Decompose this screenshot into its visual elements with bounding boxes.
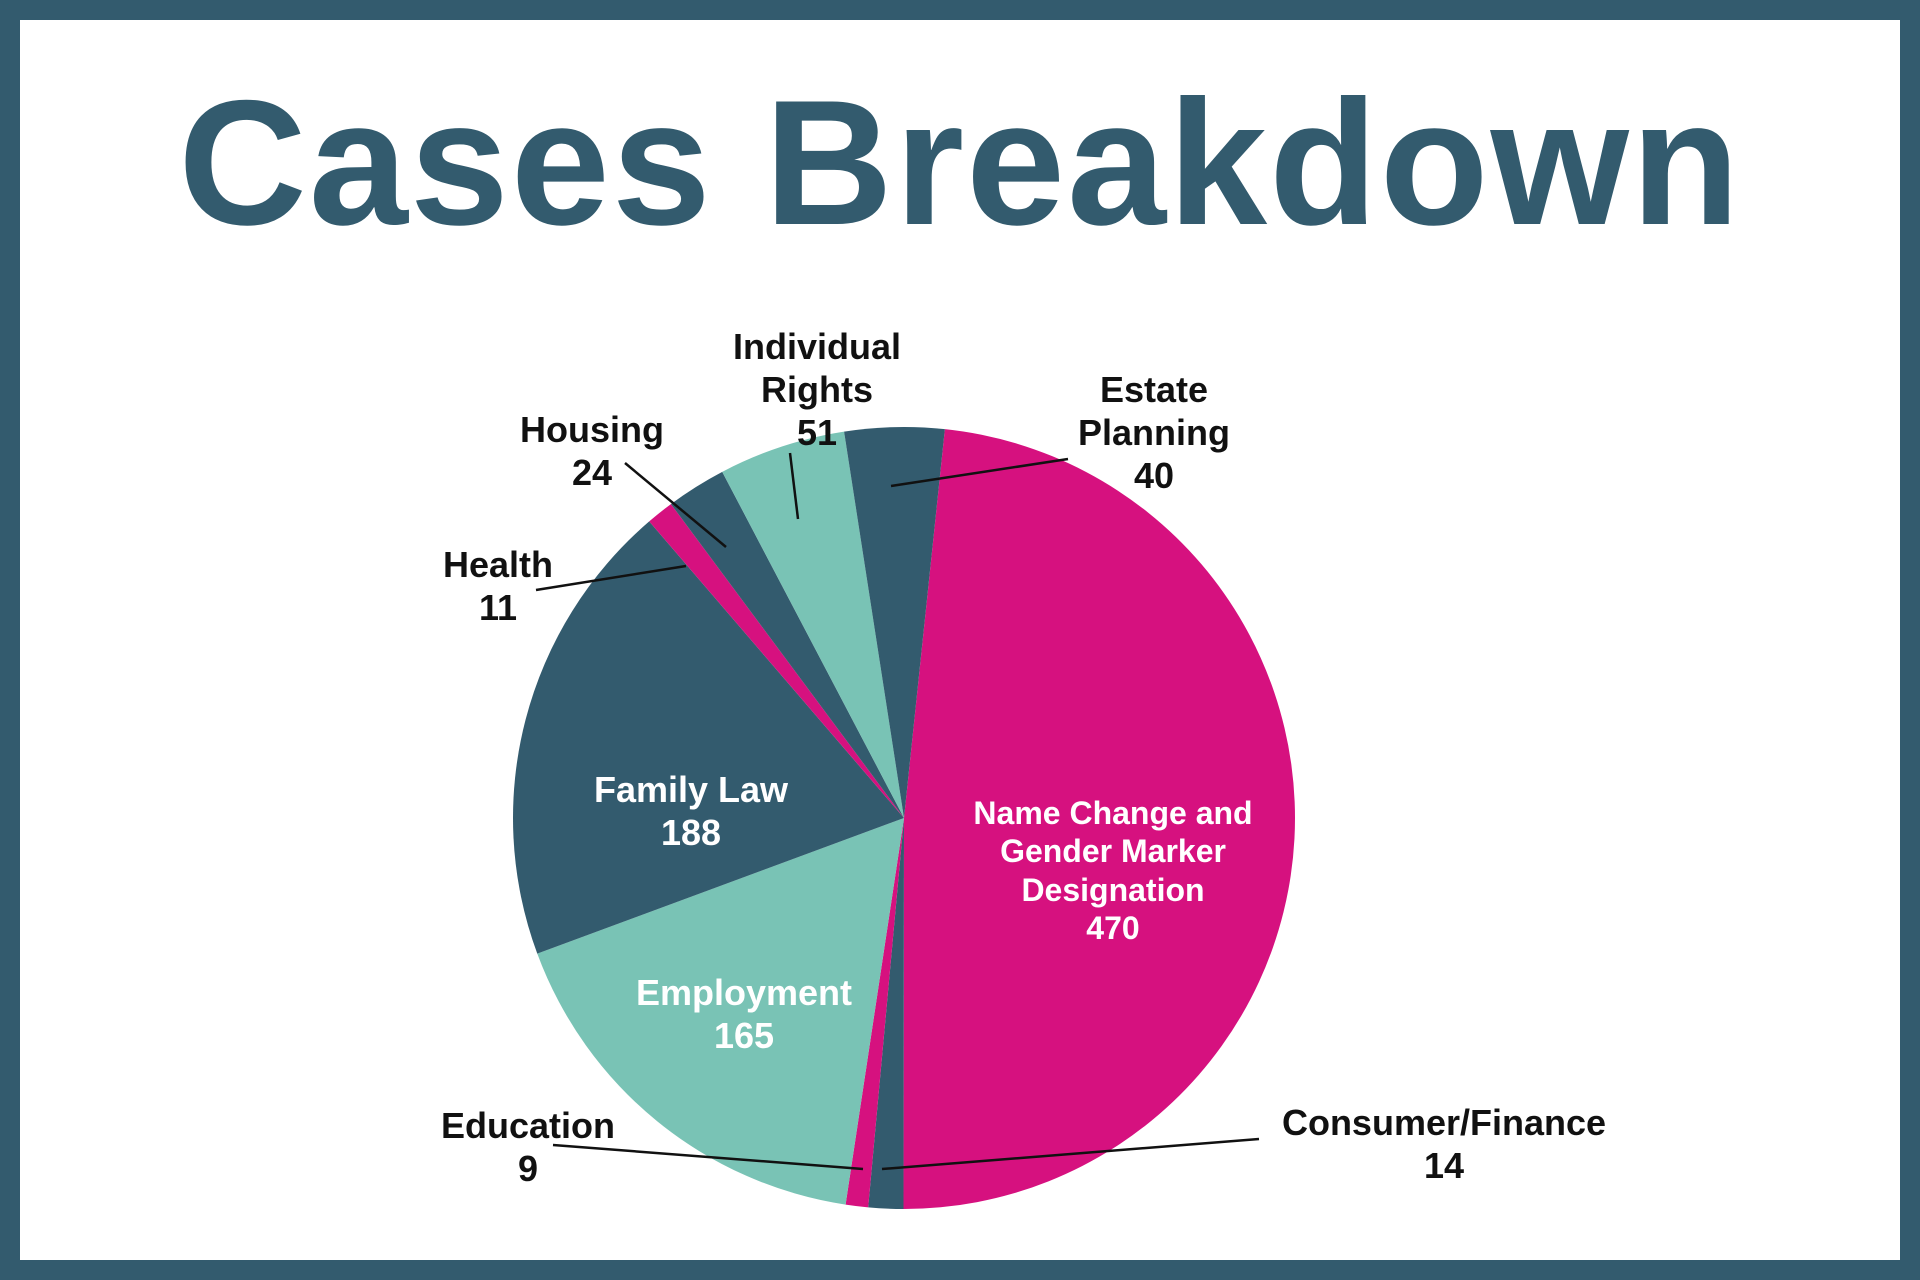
chart-title: Cases Breakdown — [178, 63, 1742, 262]
pie-slice — [903, 429, 1295, 1209]
slice-value: 188 — [660, 812, 722, 853]
slice-label: Family Law 188 — [541, 768, 841, 854]
slice-value: 470 — [1086, 910, 1140, 947]
slice-value: 40 — [1133, 455, 1175, 497]
pie-slice — [649, 504, 904, 818]
slice-name: Estate Planning — [1078, 369, 1230, 454]
slice-name: Consumer/Finance — [1281, 1101, 1607, 1143]
slice-name: Individual Rights — [732, 326, 901, 411]
slice-name: Education — [440, 1104, 615, 1146]
slice-name: Employment — [635, 971, 853, 1013]
slice-label: Housing 24 — [492, 408, 692, 494]
pie-slice — [537, 818, 904, 1205]
slice-label: Individual Rights 51 — [707, 325, 927, 455]
slice-label: Name Change and Gender Marker Designatio… — [943, 794, 1283, 948]
slice-value: 9 — [517, 1148, 539, 1189]
slice-name: Housing — [520, 408, 664, 450]
leader-line — [881, 1137, 1260, 1171]
leader-line — [890, 457, 1069, 488]
slice-name: Family Law — [593, 768, 789, 810]
pie-slice — [722, 431, 904, 818]
slice-label: Health 11 — [398, 543, 598, 629]
pie-slice — [845, 818, 904, 1208]
slice-value: 14 — [1423, 1145, 1465, 1186]
slice-value: 51 — [796, 412, 838, 454]
slice-name: Health — [442, 543, 554, 585]
slice-label: Estate Planning 40 — [1044, 368, 1264, 498]
pie-slice — [670, 471, 904, 818]
slice-value: 11 — [478, 587, 518, 628]
slice-name: Name Change and Gender Marker Designatio… — [973, 795, 1253, 908]
slice-label: Employment 165 — [594, 971, 894, 1057]
pie-slice — [844, 427, 945, 818]
leader-line — [535, 564, 687, 592]
leader-line — [552, 1143, 864, 1171]
leader-line — [788, 452, 800, 520]
leader-line — [624, 462, 727, 548]
slice-value: 24 — [571, 452, 613, 493]
slice-label: Consumer/Finance 14 — [1234, 1101, 1654, 1187]
pie-slice — [513, 521, 904, 954]
slice-label: Education 9 — [398, 1104, 658, 1190]
slice-value: 165 — [713, 1015, 775, 1056]
pie-slice — [868, 818, 904, 1209]
